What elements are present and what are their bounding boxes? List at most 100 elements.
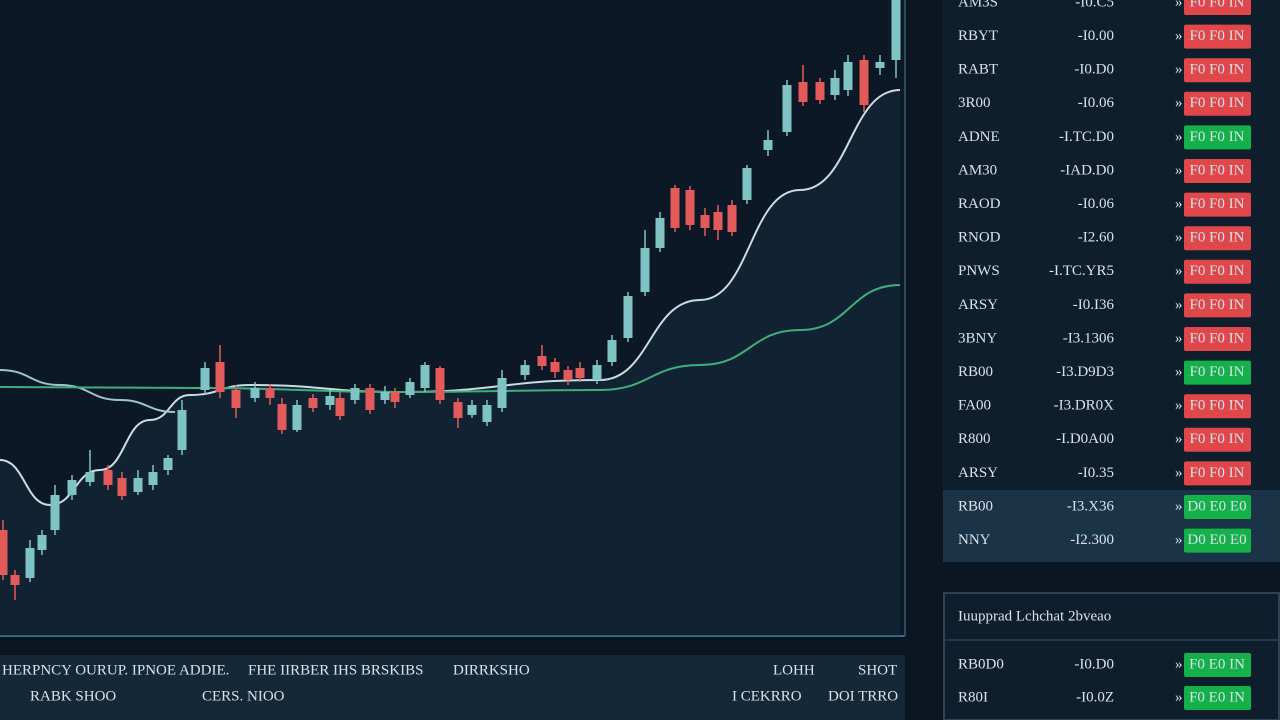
candle-body (250, 388, 260, 398)
price: -I0.D0 (1074, 62, 1114, 78)
price: -I0.00 (1078, 28, 1114, 44)
trade-button[interactable] (1184, 91, 1251, 116)
candle-body (575, 368, 585, 378)
button-label: F0 F0 IN (1189, 62, 1244, 78)
price: -IAD.D0 (1060, 162, 1114, 178)
price: -I3.D9D3 (1056, 364, 1114, 380)
trade-button[interactable] (1184, 394, 1251, 419)
candle-body (607, 340, 617, 362)
candle-body (713, 212, 723, 230)
price: -I2.300 (1070, 532, 1114, 548)
candle-body (453, 402, 463, 418)
candle-body (763, 140, 773, 150)
candle-body (742, 168, 752, 200)
button-label: F0 F0 IN (1189, 297, 1244, 313)
candle-body (0, 530, 8, 575)
candle-body (782, 85, 792, 132)
candle-body (420, 365, 430, 388)
candle-body (623, 296, 633, 338)
candle-body (163, 458, 173, 470)
status-text: CERS. NIOO (202, 688, 285, 704)
trade-button[interactable] (1184, 427, 1251, 452)
price: -I0.35 (1078, 465, 1114, 481)
candle-body (891, 0, 901, 60)
trade-button[interactable] (1184, 259, 1251, 284)
trade-button[interactable] (1184, 58, 1251, 83)
button-label: F0 F0 IN (1189, 162, 1244, 178)
trade-button[interactable] (1184, 461, 1251, 486)
symbol: FA00 (958, 398, 991, 414)
button-label: F0 E0 IN (1189, 656, 1245, 672)
button-label: F0 F0 IN (1189, 431, 1244, 447)
candle-body (117, 478, 127, 496)
symbol: R80I (958, 689, 988, 705)
candle-body (467, 405, 477, 415)
candle-body (265, 388, 275, 398)
symbol: RABT (958, 62, 998, 78)
price: -I.TC.D0 (1059, 129, 1114, 145)
candle-body (200, 368, 210, 390)
arrow: » (1175, 230, 1183, 246)
candle-body (497, 378, 507, 408)
candle-body (103, 470, 113, 485)
arrow: » (1175, 196, 1183, 212)
button-label: F0 F0 IN (1189, 129, 1244, 145)
status-text: DIRRKSHO (453, 662, 530, 678)
button-label: F0 F0 IN (1189, 330, 1244, 346)
symbol: R800 (958, 431, 991, 447)
arrow: » (1175, 465, 1183, 481)
trade-button[interactable] (1184, 159, 1251, 183)
arrow: » (1175, 263, 1183, 279)
arrow: » (1175, 162, 1183, 178)
panel-title: Iuupprad Lchchat 2bveao (958, 608, 1111, 624)
status-text: SHOT (858, 662, 897, 678)
candle-body (482, 405, 492, 422)
candle-body (308, 398, 318, 408)
candle-body (325, 396, 335, 405)
trade-button[interactable] (1184, 192, 1251, 217)
candle-body (390, 392, 400, 402)
button-label: F0 F0 IN (1189, 398, 1244, 414)
candle-body (177, 410, 187, 450)
button-label: F0 F0 IN (1189, 28, 1244, 44)
candle-body (520, 365, 530, 375)
trade-button[interactable] (1184, 0, 1251, 15)
trade-button[interactable] (1184, 226, 1251, 251)
arrow: » (1175, 364, 1183, 380)
chart-area (0, 0, 905, 636)
candle-body (37, 535, 47, 550)
price: -I0.06 (1078, 196, 1115, 212)
price: -I0.C5 (1075, 0, 1114, 10)
symbol: 3BNY (958, 330, 997, 346)
arrow: » (1175, 95, 1183, 111)
button-label: F0 F0 IN (1189, 263, 1244, 279)
arrow: » (1175, 0, 1183, 10)
symbol: PNWS (958, 263, 1000, 279)
trade-button[interactable] (1184, 360, 1251, 385)
trade-button[interactable] (1184, 528, 1251, 553)
trade-button[interactable] (1184, 686, 1251, 710)
trade-button[interactable] (1184, 327, 1251, 351)
price: -I0.I36 (1073, 297, 1115, 313)
trade-button[interactable] (1184, 125, 1251, 150)
trade-button[interactable] (1184, 495, 1251, 519)
price: -I0.D0 (1074, 656, 1114, 672)
candle-body (50, 495, 60, 530)
candle-body (563, 370, 573, 380)
trade-button[interactable] (1184, 293, 1251, 318)
arrow: » (1175, 689, 1183, 705)
candle-body (133, 478, 143, 492)
trade-button[interactable] (1184, 24, 1251, 49)
candle-body (10, 575, 20, 585)
candle-body (85, 472, 95, 482)
candle-body (380, 392, 390, 400)
arrow: » (1175, 431, 1183, 447)
arrow: » (1175, 297, 1183, 313)
button-label: F0 F0 IN (1189, 465, 1244, 481)
price: -I0.0Z (1076, 689, 1114, 705)
symbol: RBYT (958, 28, 998, 44)
trade-button[interactable] (1184, 653, 1251, 677)
symbol: AM30 (958, 162, 997, 178)
button-label: D0 E0 E0 (1187, 498, 1246, 514)
